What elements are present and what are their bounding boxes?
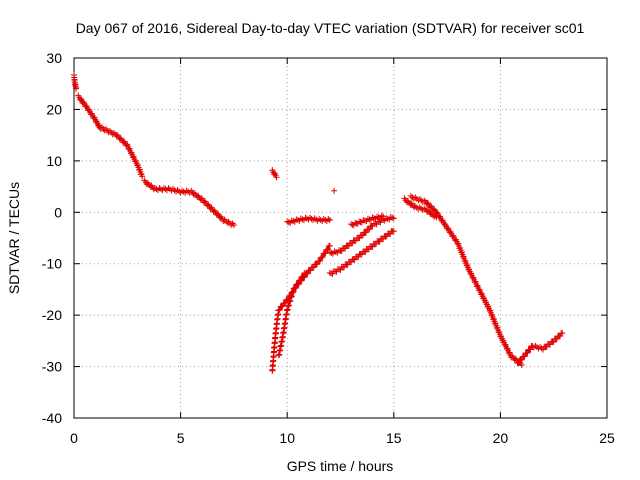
data-points xyxy=(71,72,566,374)
data-point xyxy=(390,228,397,235)
series-arc-14 xyxy=(514,330,566,366)
x-tick-label: 10 xyxy=(279,430,295,446)
data-point xyxy=(139,173,146,180)
series-arc-6 xyxy=(275,270,308,359)
series-arc-3 xyxy=(141,177,237,229)
x-tick-label: 25 xyxy=(599,430,615,446)
data-point xyxy=(295,281,302,287)
data-point xyxy=(297,277,304,284)
data-point xyxy=(308,215,315,222)
data-point xyxy=(407,192,414,199)
series-arc-2 xyxy=(75,92,146,180)
data-point xyxy=(516,359,523,366)
data-point xyxy=(282,300,289,306)
x-tick-label: 5 xyxy=(177,430,185,446)
series-arc-13 xyxy=(407,192,525,368)
data-point xyxy=(416,195,423,202)
data-point xyxy=(185,188,192,195)
data-point xyxy=(326,217,333,223)
x-tick-label: 0 xyxy=(70,430,78,446)
data-point xyxy=(307,267,314,274)
data-point xyxy=(301,270,308,276)
data-point xyxy=(314,261,321,268)
data-point xyxy=(538,345,545,352)
series-arc-11 xyxy=(348,212,387,229)
data-point xyxy=(363,229,370,236)
data-point xyxy=(390,215,397,222)
data-point xyxy=(300,273,307,280)
data-point xyxy=(521,353,528,360)
y-tick-label: -40 xyxy=(42,410,62,426)
data-point xyxy=(325,246,332,253)
y-tick-label: 20 xyxy=(46,101,62,117)
y-tick-label: 10 xyxy=(46,153,62,169)
data-point xyxy=(352,219,359,226)
series-arc-1 xyxy=(71,72,80,92)
series-arc-7 xyxy=(284,214,333,226)
series-arc-5 xyxy=(269,242,333,374)
data-point xyxy=(348,221,355,228)
y-axis-label: SDTVAR / TECUs xyxy=(6,182,22,294)
plot-frame xyxy=(73,57,608,419)
data-point xyxy=(322,250,329,257)
y-tick-label: -30 xyxy=(42,359,62,375)
data-point xyxy=(292,284,299,291)
data-point xyxy=(304,270,311,277)
y-tick-label: -20 xyxy=(42,307,62,323)
data-point xyxy=(331,187,338,194)
data-point xyxy=(356,218,363,225)
data-point xyxy=(524,349,531,356)
data-point xyxy=(165,185,172,192)
data-point xyxy=(317,257,324,264)
data-point xyxy=(276,306,283,313)
data-point xyxy=(319,254,326,260)
data-point xyxy=(279,303,286,310)
data-point xyxy=(366,226,373,233)
series-arc-8 xyxy=(331,187,338,194)
data-point xyxy=(230,222,237,229)
data-point xyxy=(412,194,419,201)
data-point xyxy=(380,213,387,220)
data-point xyxy=(284,218,291,225)
axis-ticks xyxy=(73,57,608,419)
series-arc-4 xyxy=(269,167,280,181)
grid-lines xyxy=(74,58,607,418)
data-point xyxy=(73,84,80,91)
data-point xyxy=(299,216,306,223)
y-tick-label: -10 xyxy=(42,256,62,272)
x-tick-labels: 0 5 10 15 20 25 xyxy=(70,430,615,446)
x-axis-label: GPS time / hours xyxy=(287,458,394,474)
data-point xyxy=(527,346,534,353)
y-tick-labels: -40 -30 -20 -10 0 10 20 30 xyxy=(42,50,62,426)
data-point xyxy=(559,330,566,337)
data-point xyxy=(359,232,366,239)
data-point xyxy=(310,264,317,271)
x-tick-label: 15 xyxy=(386,430,402,446)
series-arc-9 xyxy=(326,214,397,257)
y-tick-label: 0 xyxy=(54,204,62,220)
data-point xyxy=(518,356,525,363)
series-arc-10 xyxy=(326,228,397,277)
data-point xyxy=(326,242,333,249)
x-tick-label: 20 xyxy=(493,430,509,446)
data-point xyxy=(273,174,280,181)
y-tick-label: 30 xyxy=(46,50,62,66)
chart-title: Day 067 of 2016, Sidereal Day-to-day VTE… xyxy=(76,20,585,36)
series-arc-12 xyxy=(401,195,440,221)
